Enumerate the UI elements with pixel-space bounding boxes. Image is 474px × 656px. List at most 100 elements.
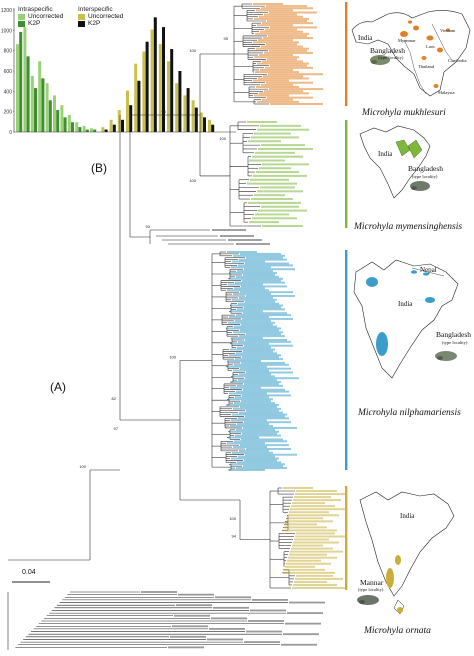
tree-tip-nilphamariensis — [238, 455, 275, 458]
tree-tip-mukhlesuri — [267, 96, 313, 99]
tree-tip-nilphamariensis — [228, 321, 275, 324]
hist-bar-inter-uncorrected — [117, 110, 121, 132]
tree-tip-nilphamariensis — [246, 294, 295, 297]
hist-bar-intra-k2p — [56, 110, 60, 132]
tree-tip-outgroup — [168, 646, 204, 649]
map1-malaysia: Malaysia — [438, 90, 455, 95]
tree-tip-nilphamariensis — [244, 421, 291, 424]
tree-tip-ornata — [285, 523, 317, 526]
tree-tip-nilphamariensis — [246, 447, 291, 450]
tree-tip-nilphamariensis — [243, 312, 287, 315]
tree-tip-nilphamariensis — [239, 335, 285, 338]
tree-tip-mymensinghensis — [252, 155, 303, 158]
tree-tip-nilphamariensis — [230, 386, 261, 389]
tree-tip-nilphamariensis — [242, 432, 277, 435]
tree-tip-ornata — [290, 508, 345, 511]
tree-tip-mukhlesuri — [269, 11, 317, 14]
tree-tip-mukhlesuri — [261, 45, 303, 48]
tree-tip-nilphamariensis — [245, 415, 285, 418]
tree-tip-nilphamariensis — [243, 465, 283, 468]
tree-tip-mukhlesuri — [267, 58, 297, 61]
tree-tip-nilphamariensis — [237, 270, 273, 273]
map1-bangladesh: Bangladesh — [370, 46, 405, 55]
map3-type: (type locality) — [442, 340, 468, 345]
hist-bar-intra-uncorrected — [53, 95, 56, 132]
hist-y-tick-label: 600 — [4, 69, 13, 75]
tree-tip-nilphamariensis — [239, 449, 269, 452]
species-label-ornata: Microhyla ornata — [364, 626, 431, 636]
hist-bar-intra-uncorrected — [38, 61, 42, 132]
tree-tip-outgroup — [211, 617, 247, 620]
tree-tip-nilphamariensis — [230, 272, 277, 275]
tree-tip-nilphamariensis — [241, 361, 285, 364]
tree-tip-mymensinghensis — [251, 136, 299, 139]
tree-tip-nilphamariensis — [228, 360, 261, 362]
tree-tip-nilphamariensis — [230, 310, 263, 313]
hist-bar-inter-k2p — [145, 41, 149, 132]
tree-tip-outgroup — [209, 628, 245, 630]
tree-tip-nilphamariensis — [234, 402, 275, 405]
tree-tip-mukhlesuri — [254, 94, 289, 97]
hist-bar-inter-k2p — [129, 105, 133, 132]
tree-tip-mukhlesuri — [257, 24, 293, 27]
tree-tip-ornata — [296, 532, 335, 535]
tree-tip-nilphamariensis — [245, 300, 275, 303]
tree-tip-mukhlesuri — [269, 49, 307, 52]
hist-bar-inter-k2p — [137, 80, 141, 132]
hist-bar-inter-uncorrected — [175, 83, 179, 132]
hist-bar-intra-k2p — [48, 100, 52, 132]
tree-tip-mymensinghensis — [247, 121, 277, 123]
node-support-value: 96 — [162, 109, 167, 114]
tree-tip-nilphamariensis — [239, 373, 271, 376]
hist-y-tick-label: 200 — [4, 110, 13, 116]
tree-tip-nilphamariensis — [230, 348, 275, 351]
tree-tip-mymensinghensis — [248, 201, 301, 204]
tree-tip-nilphamariensis — [241, 400, 271, 403]
hist-bar-inter-k2p — [170, 49, 174, 132]
tree-tip-nilphamariensis — [233, 254, 285, 257]
tree-tip-nilphamariensis — [240, 444, 289, 447]
tree-tip-outgroup — [246, 630, 282, 633]
tree-tip-nilphamariensis — [233, 407, 281, 410]
tree-tip-nilphamariensis — [229, 316, 269, 319]
tree-tip-mukhlesuri — [256, 47, 309, 50]
hist-bar-inter-uncorrected — [183, 95, 187, 132]
tree-tip-ornata — [295, 535, 345, 538]
map3-nepal: Nepal — [420, 266, 437, 274]
hist-bar-intra-k2p — [71, 122, 74, 132]
tree-tip-nilphamariensis — [234, 363, 289, 366]
tree-tip-nilphamariensis — [240, 291, 293, 294]
legend-intra-uncorrected: Uncorrected — [18, 13, 63, 20]
tree-tip-mymensinghensis — [259, 167, 291, 170]
map-nilphamariensis — [353, 259, 459, 379]
tree-tip-nilphamariensis — [233, 369, 269, 372]
tree-tip-mymensinghensis — [254, 194, 285, 197]
tree-tip-mukhlesuri — [258, 77, 309, 80]
tree-tip-nilphamariensis — [230, 425, 273, 428]
tree-tip-mukhlesuri — [262, 60, 303, 63]
tree-tip-nilphamariensis — [241, 323, 273, 326]
tree-tip-nilphamariensis — [239, 258, 287, 261]
tree-tip-mukhlesuri — [253, 79, 289, 82]
tree-tip-nilphamariensis — [240, 329, 279, 332]
tree-tip-mymensinghensis — [260, 124, 301, 127]
tree-tip-nilphamariensis — [241, 285, 287, 288]
tree-tip-nilphamariensis — [234, 440, 287, 443]
map1-laos: Laos — [426, 44, 435, 49]
tree-tip-mukhlesuri — [257, 100, 299, 103]
tree-tip-ornata — [292, 587, 347, 589]
hist-y-tick-label: 1000 — [1, 28, 12, 34]
hist-bar-intra-uncorrected — [90, 128, 93, 132]
tree-tip-nilphamariensis — [235, 396, 269, 399]
tree-tip-nilphamariensis — [233, 331, 283, 334]
tree-tip-outgroup — [213, 606, 249, 609]
hist-bar-intra-uncorrected — [23, 27, 27, 132]
map2-bangladesh: Bangladesh — [408, 164, 443, 173]
tree-tip-mymensinghensis — [251, 198, 293, 201]
hist-bar-intra-uncorrected — [60, 105, 64, 132]
tree-tip-nilphamariensis — [233, 446, 267, 449]
hist-bar-inter-uncorrected — [126, 90, 129, 132]
tree-tip-nilphamariensis — [227, 365, 267, 368]
tree-tip-nilphamariensis — [242, 394, 291, 397]
